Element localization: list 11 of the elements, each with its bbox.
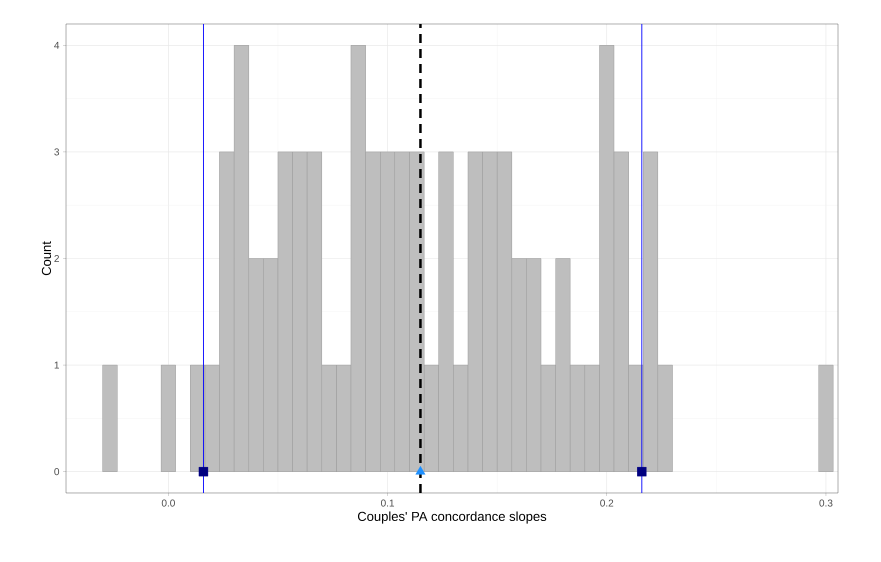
y-tick-label: 4 [54, 42, 60, 49]
y-axis-title: Count [42, 241, 52, 276]
x-tick-label: 0.3 [819, 500, 832, 507]
x-tick-label: 0.0 [162, 500, 175, 507]
y-tick-label: 1 [54, 362, 59, 369]
y-tick-label: 2 [54, 255, 59, 262]
x-tick-label: 0.1 [381, 500, 394, 507]
x-axis-title: Couples' PA concordance slopes [358, 511, 546, 524]
y-tick-label: 3 [54, 148, 60, 156]
y-tick-label: 0 [54, 468, 60, 476]
x-tick-label: 0.2 [600, 500, 614, 507]
